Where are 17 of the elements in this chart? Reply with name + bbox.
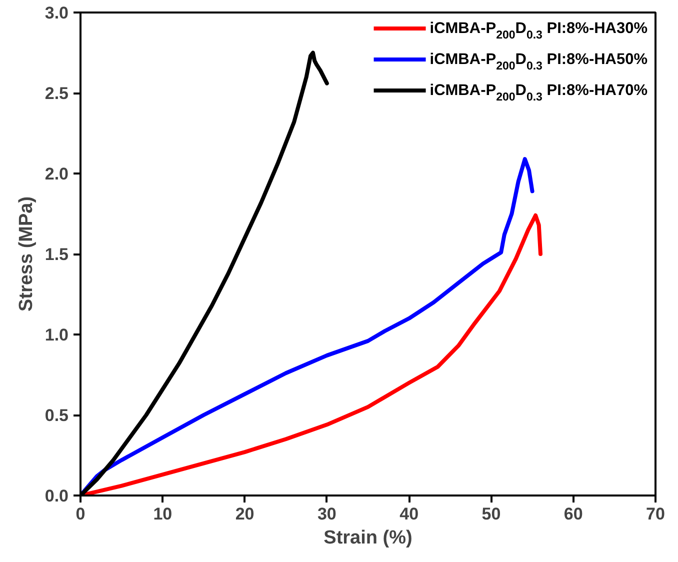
x-tick-label: 50 — [482, 504, 501, 524]
y-tick-label: 3.0 — [44, 4, 69, 22]
y-tick-label: 1.0 — [44, 326, 69, 344]
x-tick-label: 60 — [564, 504, 583, 524]
y-tick-label: 2.5 — [44, 84, 69, 103]
x-tick-label: 70 — [646, 504, 665, 524]
x-tick-label: 0 — [76, 504, 86, 524]
x-axis-title: Strain (%) — [324, 528, 412, 548]
y-tick-label: 0.0 — [44, 486, 69, 506]
x-tick-label: 10 — [153, 504, 172, 524]
y-tick-label: 1.5 — [44, 245, 69, 264]
x-tick-label: 40 — [400, 504, 419, 524]
x-tick-label: 30 — [317, 504, 336, 524]
y-tick-label: 2.0 — [44, 164, 69, 184]
y-tick-label: 0.5 — [44, 406, 69, 425]
x-tick-label: 20 — [235, 504, 254, 524]
y-axis-title: Stress (MPa) — [16, 196, 37, 312]
